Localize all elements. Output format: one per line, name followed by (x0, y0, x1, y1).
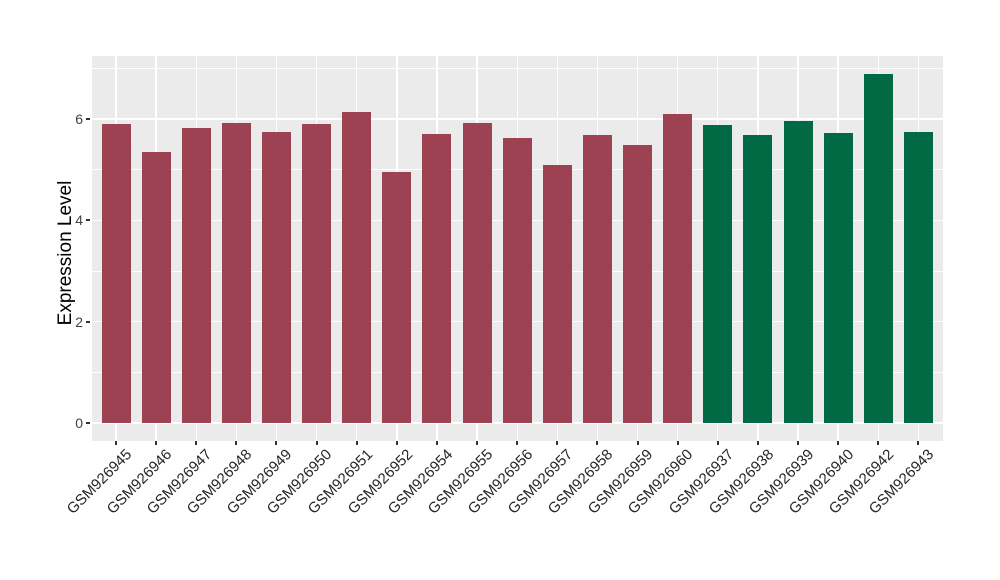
bar-GSM926960 (663, 114, 693, 423)
bar-GSM926955 (462, 123, 492, 423)
bar-GSM926938 (743, 135, 773, 423)
x-tick-mark (395, 441, 398, 445)
x-tick-mark (155, 441, 158, 445)
bar-GSM926939 (783, 120, 813, 423)
plot-panel (92, 56, 943, 441)
y-tick-label: 4 (75, 212, 83, 229)
bar-GSM926951 (342, 112, 372, 423)
y-tick-mark (86, 118, 90, 121)
bar-GSM926947 (181, 127, 211, 423)
x-tick-mark (636, 441, 639, 445)
x-tick-mark (315, 441, 318, 445)
x-tick-mark (917, 441, 920, 445)
bar-GSM926957 (542, 165, 572, 423)
bar-GSM926943 (903, 132, 933, 423)
y-tick-label: 6 (75, 111, 83, 128)
x-tick-mark (676, 441, 679, 445)
y-tick-label: 2 (75, 313, 83, 330)
x-tick-mark (115, 441, 117, 445)
y-tick-mark (86, 320, 90, 323)
x-tick-mark (476, 441, 479, 445)
x-tick-mark (877, 441, 880, 445)
bar-GSM926954 (422, 134, 452, 423)
y-axis-title: Expression Level (55, 180, 76, 326)
x-tick-mark (716, 441, 719, 445)
x-tick-mark (275, 441, 278, 445)
bar-GSM926949 (261, 132, 291, 423)
bar-GSM926952 (382, 172, 412, 423)
bar-GSM926959 (623, 145, 653, 423)
bar-GSM926942 (863, 73, 893, 423)
x-tick-mark (797, 441, 800, 445)
y-tick-mark (86, 219, 90, 222)
x-tick-mark (435, 441, 438, 445)
x-tick-mark (355, 441, 358, 445)
bar-GSM926937 (703, 125, 733, 423)
y-tick-mark (86, 421, 90, 424)
x-tick-mark (195, 441, 198, 445)
bar-GSM926945 (101, 124, 131, 423)
x-tick-mark (516, 441, 519, 445)
x-tick-mark (756, 441, 759, 445)
bar-GSM926958 (582, 134, 612, 423)
bar-GSM926956 (502, 137, 532, 423)
bar-GSM926948 (221, 122, 251, 423)
bar-GSM926940 (823, 132, 853, 423)
bar-GSM926946 (141, 152, 171, 423)
x-tick-mark (556, 441, 559, 445)
bar-GSM926950 (302, 124, 332, 423)
x-tick-mark (235, 441, 238, 445)
x-tick-mark (837, 441, 840, 445)
x-tick-mark (596, 441, 599, 445)
y-tick-label: 0 (75, 414, 83, 431)
